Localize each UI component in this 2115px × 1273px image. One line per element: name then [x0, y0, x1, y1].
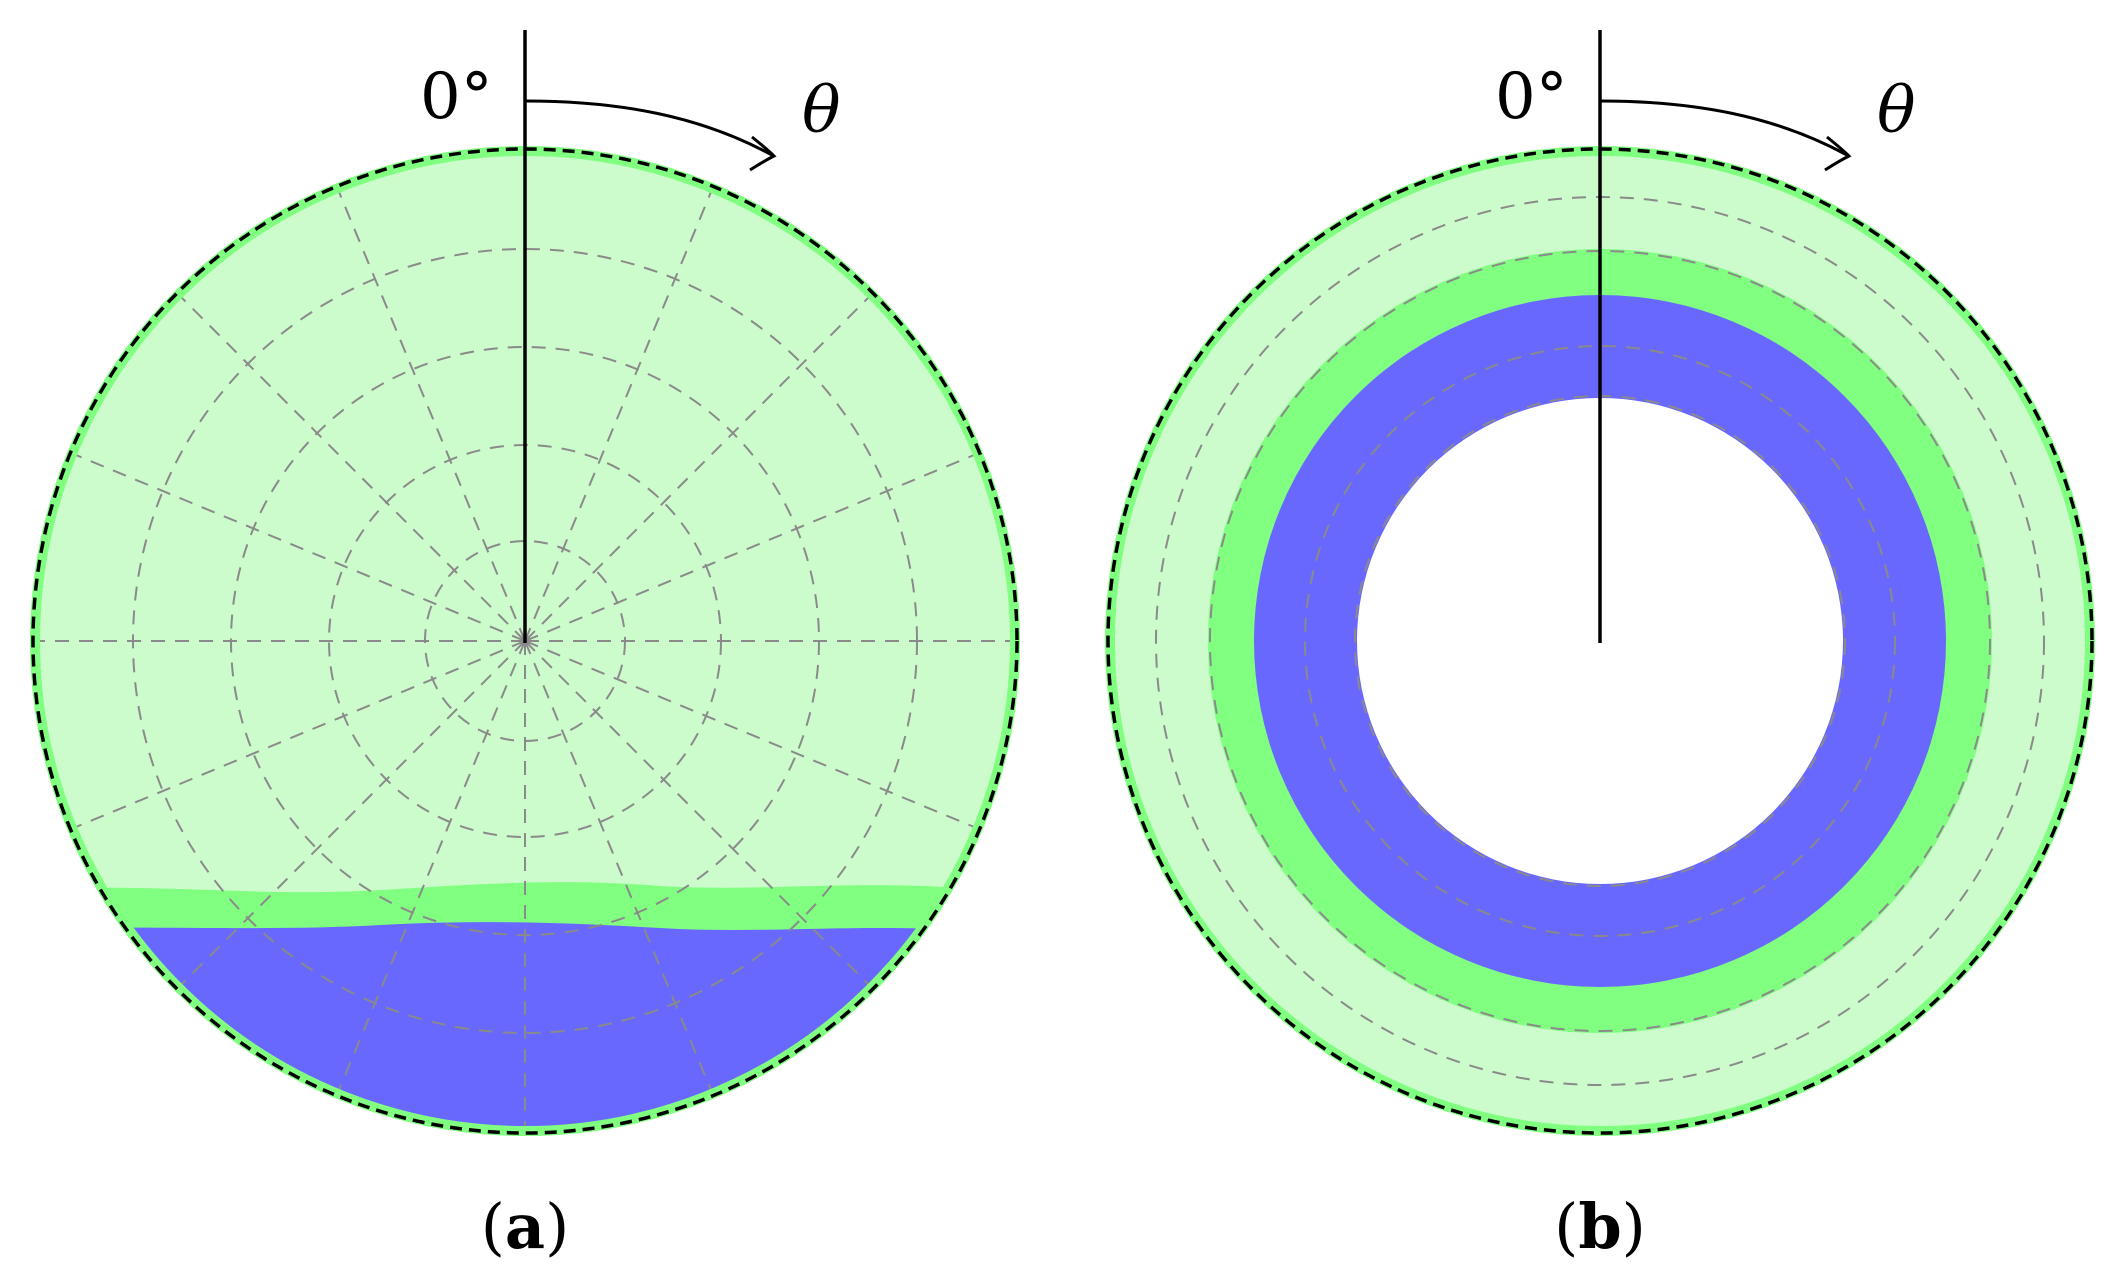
- panel-a-grid-spoke: [524, 640, 979, 830]
- panel-a-theta-label: θ: [802, 74, 841, 148]
- panel-a-blue-region: [35, 922, 1015, 1131]
- panel-b-theta-label: θ: [1877, 74, 1916, 148]
- panel-b-caption-open: (: [1554, 1190, 1578, 1263]
- panel-b-grid-circle: [1304, 345, 1896, 937]
- panel-a-bottom-layers: [35, 882, 1015, 1131]
- panel-b-theta-arrow: [1599, 99, 1848, 157]
- panel-b-caption-close: ): [1622, 1190, 1646, 1263]
- panel-a-grid-spoke: [177, 640, 526, 989]
- panel-b-angle-label: 0°: [1495, 60, 1568, 134]
- panel-a-grid-spoke: [524, 293, 873, 642]
- panel-a-caption-letter: a: [505, 1190, 545, 1263]
- panel-a-grid-spoke: [524, 640, 714, 1095]
- panel-a: 0° θ (a): [30, 30, 1020, 1263]
- panel-b: 0° θ (b): [1105, 30, 2095, 1263]
- panel-a-angle-label: 0°: [420, 60, 493, 134]
- panel-a-theta-arrowhead: [749, 135, 777, 172]
- panel-a-grid-spoke: [336, 640, 526, 1095]
- panel-b-caption-letter: b: [1578, 1190, 1621, 1263]
- panel-a-grid-spoke: [71, 452, 526, 642]
- panel-a-theta-arrow: [524, 99, 773, 157]
- panel-a-grid-spoke: [177, 293, 526, 642]
- panel-a-grid-spoke: [71, 640, 526, 830]
- panel-a-grid-spoke: [524, 187, 714, 642]
- panel-a-caption-open: (: [481, 1190, 505, 1263]
- panel-a-caption-close: ): [545, 1190, 569, 1263]
- panel-b-theta-arrowhead: [1824, 135, 1852, 172]
- panel-a-grid-spoke: [524, 640, 873, 989]
- panel-a-caption: (a): [481, 1190, 570, 1263]
- panel-a-grid-spoke: [524, 452, 979, 642]
- panel-a-grid-spoke: [336, 187, 526, 642]
- panel-b-caption: (b): [1554, 1190, 1646, 1263]
